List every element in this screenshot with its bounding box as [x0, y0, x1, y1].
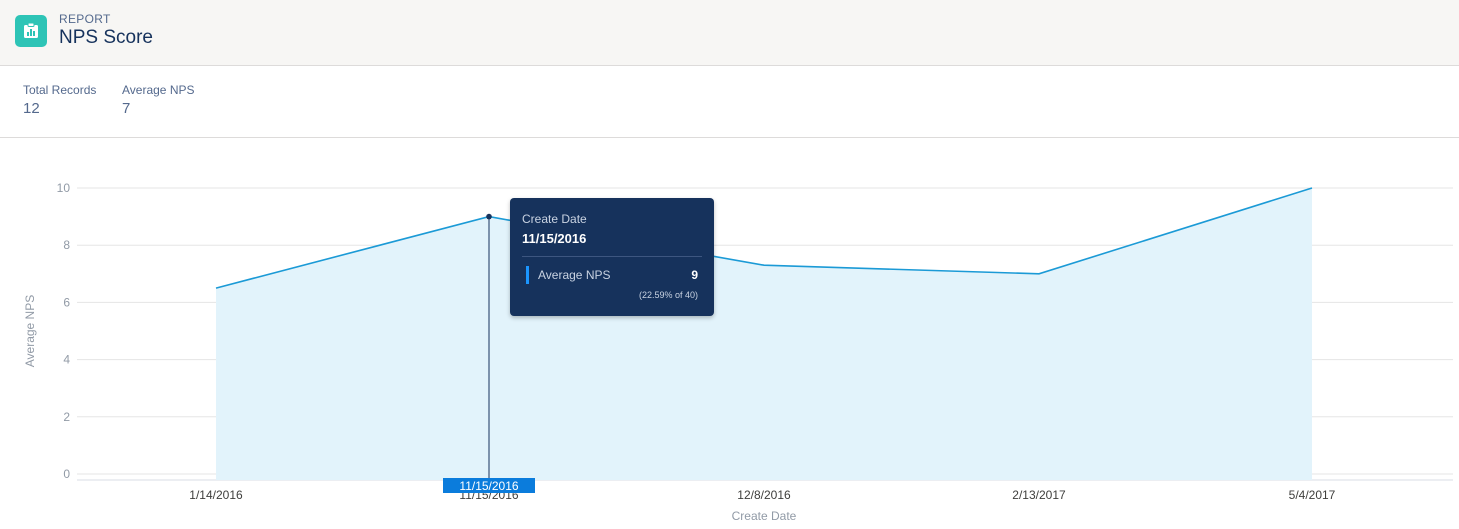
x-tick-label: 2/13/2017	[1012, 488, 1066, 502]
tooltip-percent: (22.59% of 40)	[638, 290, 698, 300]
summary-stats: Total Records 12 Average NPS 7	[0, 66, 1459, 138]
stat-total-records: Total Records 12	[23, 83, 96, 117]
tooltip-label: Create Date	[522, 212, 587, 226]
stat-value: 7	[122, 100, 131, 117]
x-axis-title: Create Date	[732, 509, 797, 523]
stat-average-nps: Average NPS 7	[122, 83, 195, 117]
x-tick-label: 1/14/2016	[189, 488, 243, 502]
data-point[interactable]	[486, 213, 492, 220]
y-tick-label: 2	[63, 410, 70, 424]
highlight-label-badge	[443, 478, 535, 493]
stat-label: Total Records	[23, 83, 97, 97]
nps-area-chart[interactable]: 0 2 4 6 8 10 1/14/2016 11/15/2016 12/8/2016 2/13/…	[0, 138, 1459, 529]
series-swatch	[526, 266, 529, 284]
tooltip-value: 9	[691, 268, 698, 282]
stat-value: 12	[23, 100, 40, 117]
report-header: REPORT NPS Score	[0, 0, 1459, 66]
x-tick-label: 12/8/2016	[737, 488, 791, 502]
series-line	[215, 187, 1313, 289]
tooltip-divider	[522, 256, 702, 257]
y-tick-label: 6	[63, 295, 70, 309]
highlight-label-text: 11/15/2016	[459, 479, 518, 493]
report-icon	[15, 15, 47, 47]
tooltip-series-name: Average NPS	[538, 268, 611, 282]
y-tick-label: 4	[63, 353, 70, 367]
y-tick-label: 0	[63, 467, 70, 481]
y-tick-label: 8	[63, 238, 70, 252]
x-tick-label: 5/4/2017	[1289, 488, 1336, 502]
tooltip-date: 11/15/2016	[522, 231, 587, 246]
stat-label: Average NPS	[122, 83, 195, 97]
report-eyebrow: REPORT	[59, 12, 111, 26]
y-tick-label: 10	[57, 181, 71, 195]
chart-tooltip: Create Date 11/15/2016 Average NPS 9 (22…	[510, 198, 714, 316]
series-area	[216, 188, 1312, 480]
page-title: NPS Score	[59, 27, 153, 48]
y-axis-title: Average NPS	[23, 295, 37, 368]
